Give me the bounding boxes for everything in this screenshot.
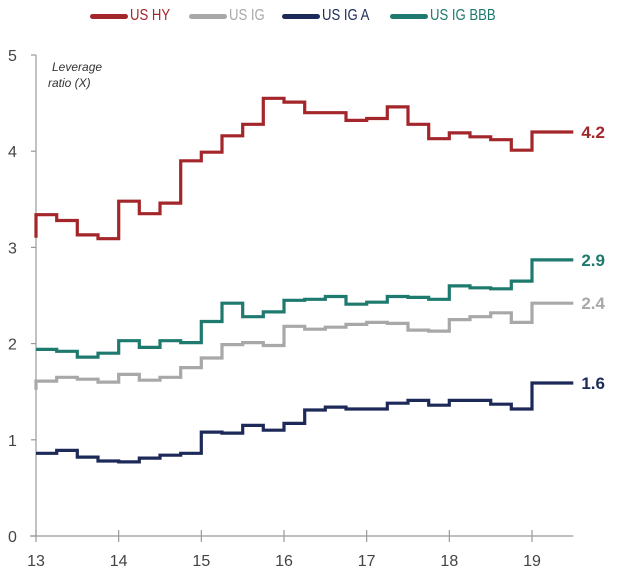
series-line-us-ig xyxy=(34,301,574,390)
x-tick-label: 17 xyxy=(358,553,376,570)
legend-item-us-ig-bbb[interactable]: US IG BBB xyxy=(390,7,502,25)
axes: 0 1 2 3 4 5 13 14 15 16 17 18 19 xyxy=(8,48,574,570)
legend-item-us-hy[interactable]: US HY xyxy=(90,7,171,25)
legend-label-us-ig-a: US IG A xyxy=(322,7,370,24)
end-label-us-hy: 4.2 xyxy=(581,123,605,142)
end-label-us-ig-bbb: 2.9 xyxy=(581,251,605,270)
y-tick-label: 1 xyxy=(8,433,17,450)
y-tick-label: 2 xyxy=(8,337,17,354)
x-tick-label: 19 xyxy=(523,553,541,570)
end-label-us-ig-a: 1.6 xyxy=(581,374,605,393)
legend-label-us-hy: US HY xyxy=(130,7,171,24)
x-tick-label: 13 xyxy=(27,553,45,570)
legend-swatch-us-ig-a xyxy=(282,13,321,19)
x-tick-label: 16 xyxy=(275,553,293,570)
legend: US HY US IG US IG A US IG BBB xyxy=(90,4,520,28)
legend-swatch-us-ig-bbb xyxy=(390,13,429,19)
legend-swatch-us-ig xyxy=(188,13,227,19)
x-tick-label: 15 xyxy=(192,553,210,570)
end-labels: 4.2 2.4 1.6 2.9 xyxy=(581,123,605,393)
legend-label-us-ig-bbb: US IG BBB xyxy=(430,7,496,24)
y-axis-label-line-2: ratio (X) xyxy=(48,76,91,90)
y-axis-label-line-1: Leverage xyxy=(52,60,102,74)
series-line-us-ig-bbb xyxy=(36,258,574,359)
y-tick-label: 3 xyxy=(8,240,17,257)
series-line-us-ig-a xyxy=(36,381,574,464)
series-line-us-hy xyxy=(34,96,574,241)
x-tick-label: 14 xyxy=(110,553,128,570)
y-tick-label: 0 xyxy=(8,529,17,546)
legend-item-us-ig-a[interactable]: US IG A xyxy=(282,7,372,25)
y-tick-label: 5 xyxy=(8,48,17,65)
legend-label-us-ig: US IG xyxy=(228,7,265,24)
legend-swatch-us-hy xyxy=(90,13,128,19)
x-tick-label: 18 xyxy=(440,553,458,570)
series-group xyxy=(34,96,574,464)
legend-item-us-ig[interactable]: US IG xyxy=(188,7,265,25)
y-tick-label: 4 xyxy=(8,144,17,161)
end-label-us-ig: 2.4 xyxy=(581,294,605,313)
